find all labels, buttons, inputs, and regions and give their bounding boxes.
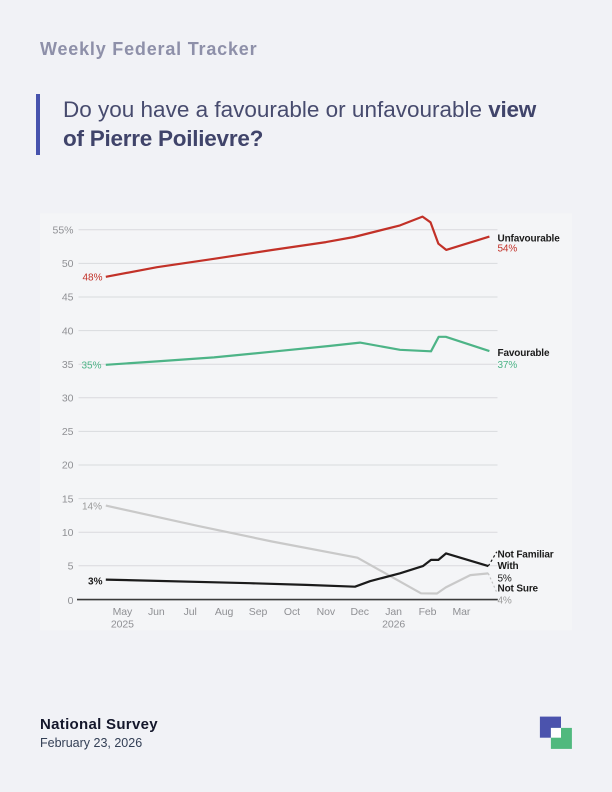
svg-text:35%: 35% [81, 360, 101, 371]
svg-text:54%: 54% [498, 244, 518, 255]
svg-text:Oct: Oct [284, 606, 300, 618]
svg-text:48%: 48% [82, 272, 102, 283]
svg-text:Sep: Sep [249, 606, 268, 618]
svg-text:50: 50 [62, 258, 74, 270]
svg-text:15: 15 [62, 493, 74, 505]
svg-text:10: 10 [62, 527, 74, 539]
svg-text:25: 25 [62, 426, 74, 438]
svg-text:Mar: Mar [453, 606, 471, 618]
svg-text:30: 30 [62, 393, 74, 405]
svg-text:May: May [113, 606, 133, 618]
svg-text:14%: 14% [82, 502, 102, 513]
svg-text:5%: 5% [498, 573, 512, 584]
svg-text:35: 35 [62, 359, 74, 371]
svg-text:Favourable: Favourable [498, 348, 550, 359]
svg-text:Aug: Aug [215, 606, 234, 618]
svg-text:3%: 3% [88, 576, 103, 587]
svg-text:55%: 55% [52, 225, 73, 237]
svg-text:Jun: Jun [148, 606, 165, 618]
svg-text:Jul: Jul [184, 606, 197, 618]
svg-text:Dec: Dec [351, 606, 369, 618]
svg-text:45: 45 [62, 292, 74, 304]
svg-text:0: 0 [68, 595, 74, 607]
svg-text:4%: 4% [498, 596, 512, 607]
svg-text:Not Familiar: Not Familiar [498, 549, 554, 560]
svg-text:2026: 2026 [382, 619, 405, 631]
svg-text:Unfavourable: Unfavourable [498, 233, 561, 244]
svg-text:2025: 2025 [111, 619, 134, 631]
svg-text:Feb: Feb [419, 606, 437, 618]
svg-text:20: 20 [62, 460, 74, 472]
svg-text:Not Sure: Not Sure [498, 584, 539, 595]
svg-text:Nov: Nov [317, 606, 336, 618]
svg-text:5: 5 [68, 561, 74, 573]
svg-text:Jan: Jan [385, 606, 402, 618]
svg-text:40: 40 [62, 325, 74, 337]
svg-text:With: With [498, 561, 519, 572]
svg-text:37%: 37% [498, 360, 518, 371]
